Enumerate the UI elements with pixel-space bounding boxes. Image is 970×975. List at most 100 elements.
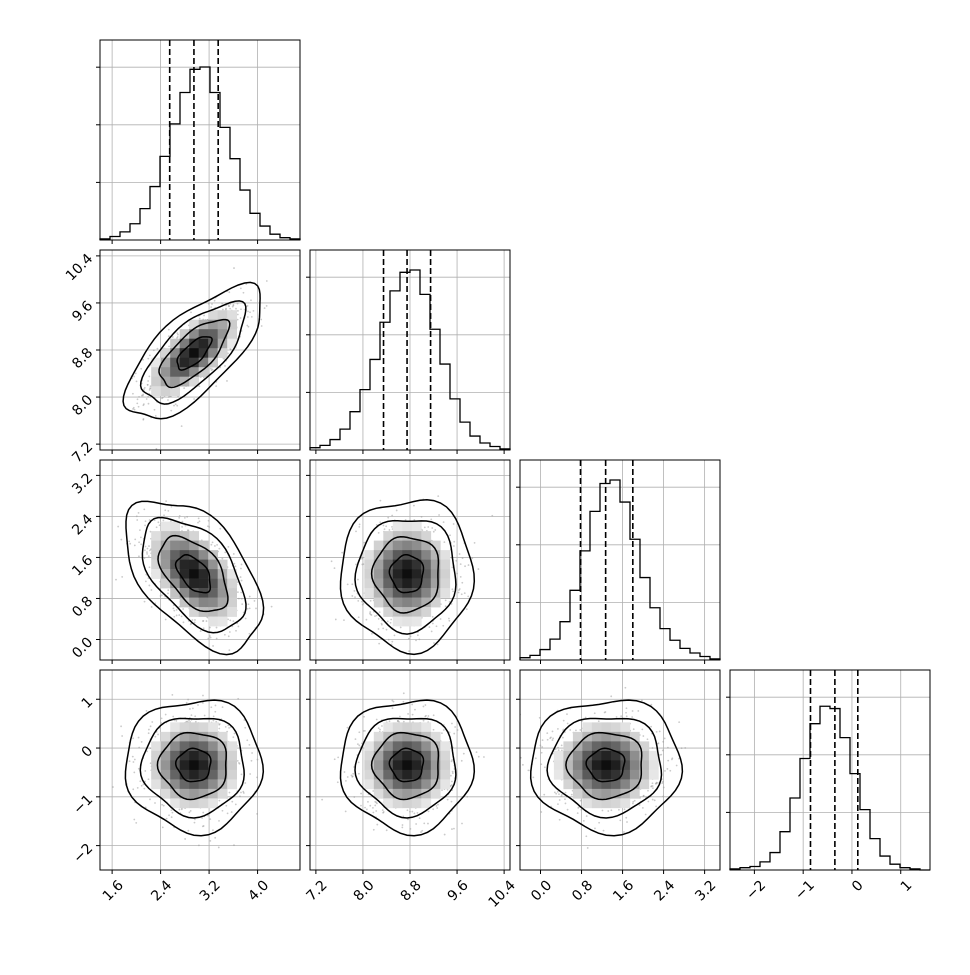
scatter-point: [363, 716, 365, 718]
scatter-point: [173, 616, 175, 618]
scatter-point: [440, 618, 442, 620]
scatter-point: [427, 823, 429, 825]
scatter-point: [458, 592, 460, 594]
density-cell: [170, 569, 180, 579]
density-cell: [227, 770, 237, 780]
scatter-point: [135, 373, 137, 375]
scatter-point: [121, 735, 123, 737]
scatter-point: [421, 516, 423, 518]
scatter-point: [203, 627, 205, 629]
scatter-point: [240, 592, 242, 594]
scatter-point: [148, 585, 150, 587]
scatter-point: [427, 526, 429, 528]
density-cell: [440, 550, 450, 560]
scatter-point: [155, 415, 157, 417]
scatter-point: [397, 720, 399, 722]
scatter-point: [186, 721, 188, 723]
scatter-point: [443, 729, 445, 731]
scatter-point: [184, 517, 186, 519]
scatter-point: [148, 555, 150, 557]
scatter-point: [369, 805, 371, 807]
scatter-point: [358, 773, 360, 775]
scatter-point: [168, 814, 170, 816]
scatter-point: [142, 359, 144, 361]
scatter-point: [215, 385, 217, 387]
scatter-panel-3-0: [96, 670, 300, 874]
scatter-point: [344, 771, 346, 773]
scatter-point: [145, 546, 147, 548]
scatter-point: [199, 520, 201, 522]
density-cell: [189, 770, 199, 780]
scatter-point: [145, 520, 147, 522]
density-cell: [208, 607, 218, 617]
scatter-point: [461, 593, 463, 595]
scatter-point: [436, 805, 438, 807]
scatter-point: [150, 725, 152, 727]
density-cell: [393, 522, 403, 532]
scatter-point: [266, 280, 268, 282]
scatter-point: [234, 733, 236, 735]
scatter-point: [428, 810, 430, 812]
scatter-point: [228, 291, 230, 293]
scatter-point: [115, 579, 117, 581]
density-cell: [151, 741, 161, 751]
scatter-point: [424, 704, 426, 706]
scatter-point: [219, 723, 221, 725]
scatter-content: [95, 267, 268, 450]
scatter-point: [453, 545, 455, 547]
scatter-point: [237, 760, 239, 762]
density-cell: [440, 588, 450, 598]
scatter-point: [138, 555, 140, 557]
scatter-point: [165, 714, 167, 716]
scatter-point: [414, 709, 416, 711]
scatter-point: [224, 552, 226, 554]
scatter-point: [129, 760, 131, 762]
scatter-point: [271, 606, 273, 608]
density-cell: [402, 617, 412, 627]
density-cell: [383, 751, 393, 761]
scatter-point: [149, 387, 151, 389]
scatter-point: [162, 519, 164, 521]
density-cell: [421, 550, 431, 560]
scatter-point: [379, 521, 381, 523]
scatter-point: [430, 518, 432, 520]
scatter-point: [232, 306, 234, 308]
scatter-point: [359, 524, 361, 526]
scatter-point: [437, 643, 439, 645]
scatter-point: [138, 747, 140, 749]
scatter-point: [171, 816, 173, 818]
scatter-point: [419, 817, 421, 819]
scatter-point: [237, 698, 239, 700]
density-cell: [208, 560, 218, 570]
density-cell: [402, 531, 412, 541]
scatter-point: [163, 805, 165, 807]
scatter-point: [445, 605, 447, 607]
density-cell: [180, 722, 190, 732]
scatter-point: [121, 576, 123, 578]
scatter-point: [388, 639, 390, 641]
scatter-point: [226, 380, 228, 382]
scatter-point: [249, 773, 251, 775]
scatter-point: [433, 642, 435, 644]
scatter-point: [192, 707, 194, 709]
scatter-point: [193, 398, 195, 400]
scatter-point: [409, 811, 411, 813]
scatter-point: [334, 567, 336, 569]
scatter-point: [375, 810, 377, 812]
scatter-point: [441, 732, 443, 734]
density-cell: [151, 386, 161, 396]
scatter-point: [162, 826, 164, 828]
scatter-point: [243, 292, 245, 294]
histogram-panel-3: [726, 670, 930, 874]
scatter-point: [208, 520, 210, 522]
scatter-point: [139, 780, 141, 782]
scatter-point: [239, 763, 241, 765]
scatter-point: [164, 509, 166, 511]
density-cell: [402, 770, 412, 780]
scatter-point: [237, 314, 239, 316]
scatter-point: [218, 800, 220, 802]
density-cell: [402, 579, 412, 589]
density-cell: [421, 531, 431, 541]
scatter-panel-1-0: [95, 250, 300, 454]
density-cell: [208, 779, 218, 789]
